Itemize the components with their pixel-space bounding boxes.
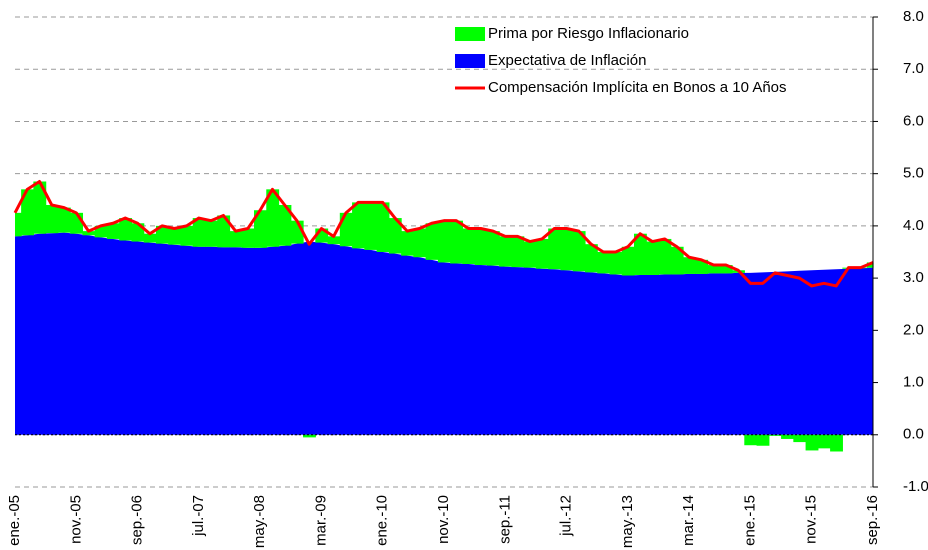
- x-tick-label: nov.-10: [435, 495, 452, 544]
- bar: [413, 228, 427, 258]
- bar: [744, 434, 758, 446]
- bar: [560, 228, 574, 271]
- x-tick-label: jul.-12: [558, 495, 575, 537]
- x-tick-label: sep.-11: [496, 495, 513, 544]
- y-tick-label: 4.0: [903, 217, 924, 234]
- bar: [266, 189, 280, 247]
- y-tick-label: 2.0: [903, 321, 924, 338]
- bar: [241, 228, 255, 248]
- bar: [21, 189, 34, 236]
- bar: [670, 246, 684, 275]
- bar: [45, 205, 59, 234]
- bar: [33, 181, 47, 234]
- x-tick-label: nov.-05: [67, 495, 84, 544]
- x-tick-label: ene.-05: [6, 495, 23, 546]
- y-tick-label: 7.0: [903, 60, 924, 77]
- bar: [229, 231, 243, 248]
- bar: [401, 231, 414, 256]
- bar: [597, 252, 611, 274]
- bar: [768, 434, 782, 436]
- y-tick-label: 5.0: [903, 165, 924, 182]
- legend-label: Expectativa de Inflación: [488, 52, 646, 69]
- bar: [57, 207, 71, 233]
- bar: [15, 212, 22, 237]
- bar: [278, 205, 292, 246]
- bar: [781, 434, 794, 439]
- bar: [450, 220, 463, 264]
- y-tick-label: 1.0: [903, 374, 924, 391]
- bar: [168, 228, 182, 245]
- bar: [462, 228, 476, 265]
- bar: [119, 218, 133, 241]
- legend-swatch: [455, 27, 485, 41]
- bar: [94, 225, 108, 238]
- x-tick-label: ene.-15: [741, 495, 758, 546]
- bar: [180, 225, 194, 246]
- x-tick-label: ene.-10: [374, 495, 391, 546]
- bar: [511, 236, 525, 268]
- bar: [499, 236, 513, 267]
- legend-label: Prima por Riesgo Inflacionario: [488, 25, 689, 42]
- legend-swatch: [455, 54, 485, 68]
- area: [15, 232, 873, 435]
- bar: [82, 231, 96, 236]
- x-tick-label: may.-13: [619, 495, 636, 548]
- y-tick-label: 6.0: [903, 112, 924, 129]
- y-tick-label: 8.0: [903, 8, 924, 25]
- bar: [303, 434, 316, 438]
- bar: [584, 244, 598, 273]
- x-tick-label: mar.-09: [312, 495, 329, 546]
- bar: [143, 233, 157, 243]
- bar: [756, 434, 770, 446]
- bar: [364, 202, 378, 250]
- x-tick-label: nov.-15: [803, 495, 820, 544]
- bar: [707, 265, 721, 274]
- bar: [646, 241, 660, 275]
- bar: [621, 246, 635, 276]
- x-tick-label: mar.-14: [680, 495, 697, 546]
- x-tick-label: sep.-16: [864, 495, 881, 545]
- bar: [817, 434, 831, 449]
- bar: [217, 215, 231, 248]
- bar: [548, 228, 562, 270]
- bar: [106, 223, 120, 239]
- y-tick-label: 3.0: [903, 269, 924, 286]
- bar: [388, 218, 402, 254]
- bar: [474, 228, 488, 266]
- bar: [486, 231, 500, 266]
- bar: [376, 202, 390, 252]
- bar: [805, 434, 819, 451]
- bar: [683, 257, 696, 274]
- overlay: -1.0 0.0 1.0 2.0 3.0 4.0 5.0 6.0 7.0 8.0 ene.-05 no…: [6, 8, 928, 548]
- bar: [633, 233, 647, 275]
- bar: [719, 265, 733, 274]
- bar: [352, 202, 365, 249]
- y-tick-label: -1.0: [903, 478, 928, 495]
- bar: [254, 210, 267, 248]
- bar: [204, 220, 218, 247]
- y-tick-label: 0.0: [903, 426, 924, 443]
- bar: [523, 241, 537, 268]
- marks: [13, 180, 874, 452]
- bar: [437, 220, 451, 263]
- bar: [793, 434, 807, 443]
- bar: [425, 223, 439, 260]
- bar: [830, 434, 843, 452]
- bar: [535, 238, 549, 269]
- legend-label: Compensación Implícita en Bonos a 10 Año…: [488, 79, 787, 96]
- line: [13, 180, 874, 288]
- bar: [695, 259, 709, 274]
- bar: [572, 231, 586, 272]
- bar: [327, 236, 341, 245]
- bar: [609, 252, 623, 275]
- x-tick-label: sep.-06: [129, 495, 146, 545]
- x-tick-label: may.-08: [251, 495, 268, 548]
- bar: [658, 238, 672, 275]
- x-tick-label: jul.-07: [190, 495, 207, 537]
- bar: [155, 225, 169, 244]
- bar: [192, 218, 206, 247]
